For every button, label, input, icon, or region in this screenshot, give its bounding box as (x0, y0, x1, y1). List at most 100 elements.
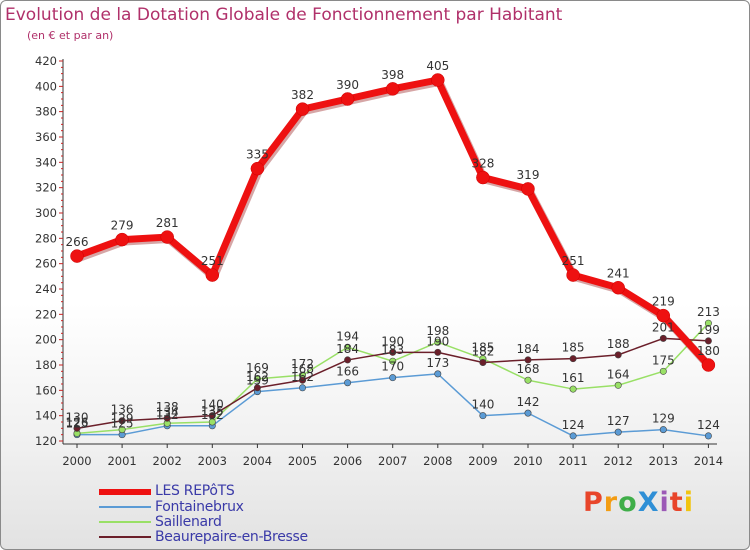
data-label-les-repots: 281 (156, 216, 179, 230)
data-point-beaurepaire-en-bresse (118, 417, 126, 425)
data-label-fontainebrux: 170 (381, 360, 404, 374)
y-tick-label: 200 (35, 333, 57, 347)
x-tick-label: 2009 (468, 454, 497, 468)
data-label-fontainebrux: 129 (652, 412, 675, 426)
data-label-beaurepaire-en-bresse: 190 (426, 334, 449, 348)
x-tick-label: 2010 (513, 454, 542, 468)
data-point-les-repots (250, 161, 265, 176)
data-point-saillenard (569, 385, 577, 393)
data-point-les-repots (160, 230, 174, 244)
data-point-beaurepaire-en-bresse (569, 355, 577, 363)
data-label-saillenard: 198 (426, 324, 449, 338)
legend-item-fontainebrux: Fontainebrux (99, 499, 399, 515)
legend-label: Beaurepaire-en-Bresse (155, 529, 308, 545)
x-tick-label: 2002 (153, 454, 182, 468)
x-tick-label: 2013 (649, 454, 678, 468)
legend-swatch-fontainebrux (99, 506, 151, 508)
data-point-beaurepaire-en-bresse (208, 412, 216, 420)
data-point-beaurepaire-en-bresse (479, 358, 487, 366)
x-tick-label: 2006 (333, 454, 362, 468)
legend-label: LES REPôTS (155, 483, 235, 499)
data-point-beaurepaire-en-bresse (704, 337, 712, 345)
chart-title: Evolution de la Dotation Globale de Fonc… (5, 5, 563, 25)
x-tick-label: 2012 (604, 454, 633, 468)
data-point-fontainebrux (569, 432, 577, 440)
data-label-saillenard: 161 (562, 371, 585, 385)
x-tick-label: 2011 (558, 454, 587, 468)
data-point-beaurepaire-en-bresse (524, 356, 532, 364)
data-point-saillenard (344, 343, 352, 351)
data-label-saillenard: 185 (471, 341, 494, 355)
legend-label: Saillenard (155, 514, 222, 530)
data-label-beaurepaire-en-bresse: 182 (471, 344, 494, 358)
data-point-beaurepaire-en-bresse (659, 334, 667, 342)
x-tick-label: 2000 (62, 454, 91, 468)
data-label-les-repots: 382 (291, 88, 314, 102)
data-label-fontainebrux: 127 (607, 414, 630, 428)
data-point-les-repots (115, 232, 129, 247)
data-label-fontainebrux: 132 (156, 408, 179, 422)
data-label-saillenard: 194 (336, 329, 359, 343)
logo-letter: o (618, 487, 638, 518)
proxiti-logo: ProXiti (583, 487, 694, 518)
x-tick-label: 2004 (243, 454, 272, 468)
legend-item-les-repots: LES REPôTS (99, 483, 399, 499)
logo-letter: i (659, 487, 670, 518)
data-point-saillenard (614, 381, 622, 389)
logo-letter: t (669, 487, 684, 518)
data-point-saillenard (704, 319, 712, 327)
data-label-les-repots: 219 (652, 295, 675, 309)
data-point-saillenard (253, 375, 261, 383)
data-label-les-repots: 405 (426, 59, 449, 73)
data-label-saillenard: 135 (201, 404, 224, 418)
data-label-saillenard: 134 (156, 405, 179, 419)
data-point-saillenard (118, 426, 126, 434)
data-point-les-repots (70, 249, 84, 263)
data-label-fontainebrux: 125 (66, 417, 89, 431)
data-point-les-repots (385, 82, 400, 96)
data-point-fontainebrux (389, 374, 397, 382)
x-tick-label: 2014 (694, 454, 723, 468)
data-point-beaurepaire-en-bresse (389, 348, 397, 356)
data-label-beaurepaire-en-bresse: 201 (652, 320, 675, 334)
y-tick-label: 280 (35, 231, 57, 245)
y-tick-label: 360 (35, 130, 57, 144)
y-tick-label: 240 (35, 282, 57, 296)
y-tick-label: 180 (35, 358, 57, 372)
chart-subtitle: (en € et par an) (27, 29, 114, 42)
data-point-les-repots (656, 308, 671, 323)
legend-swatch-les-repots (99, 489, 151, 495)
data-point-beaurepaire-en-bresse (344, 356, 352, 364)
y-tick-label: 400 (35, 79, 57, 93)
data-label-beaurepaire-en-bresse: 199 (697, 323, 720, 337)
data-point-beaurepaire-en-bresse (253, 384, 261, 392)
y-tick-label: 340 (35, 155, 57, 169)
data-point-beaurepaire-en-bresse (73, 424, 81, 432)
y-tick-label: 300 (35, 206, 57, 220)
data-point-fontainebrux (659, 426, 667, 434)
data-label-fontainebrux: 124 (697, 418, 720, 432)
data-point-les-repots (611, 280, 625, 295)
data-point-saillenard (434, 338, 442, 346)
data-point-les-repots (431, 73, 445, 87)
data-point-fontainebrux (614, 428, 622, 436)
data-label-les-repots: 390 (336, 78, 359, 92)
data-label-les-repots: 266 (66, 235, 89, 249)
data-point-beaurepaire-en-bresse (298, 376, 306, 384)
data-label-fontainebrux: 132 (201, 408, 224, 422)
data-point-les-repots (566, 268, 580, 282)
data-point-fontainebrux (344, 379, 352, 387)
data-label-beaurepaire-en-bresse: 138 (156, 400, 179, 414)
data-point-les-repots (701, 358, 716, 372)
logo-letter: X (637, 487, 660, 518)
data-point-fontainebrux (434, 370, 442, 378)
x-tick-label: 2001 (107, 454, 136, 468)
data-label-les-repots: 335 (246, 148, 269, 162)
data-point-les-repots (340, 92, 355, 106)
logo-letter: r (603, 487, 619, 518)
y-tick-label: 120 (35, 434, 57, 448)
data-label-saillenard: 213 (697, 305, 720, 319)
legend-swatch-beaurepaire (99, 536, 151, 538)
data-label-beaurepaire-en-bresse: 184 (517, 342, 540, 356)
data-label-fontainebrux: 142 (517, 395, 540, 409)
